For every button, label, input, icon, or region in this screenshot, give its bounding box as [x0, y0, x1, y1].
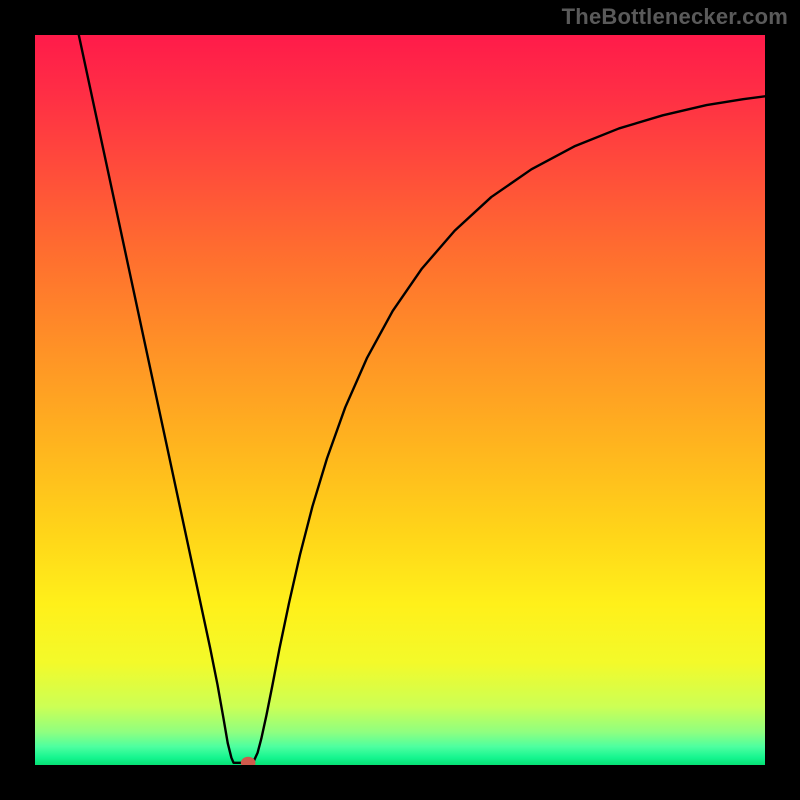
plot-svg [35, 35, 765, 765]
gradient-background [35, 35, 765, 765]
chart-frame: TheBottlenecker.com [0, 0, 800, 800]
plot-area [35, 35, 765, 765]
watermark-text: TheBottlenecker.com [562, 4, 788, 30]
min-marker [241, 757, 255, 765]
